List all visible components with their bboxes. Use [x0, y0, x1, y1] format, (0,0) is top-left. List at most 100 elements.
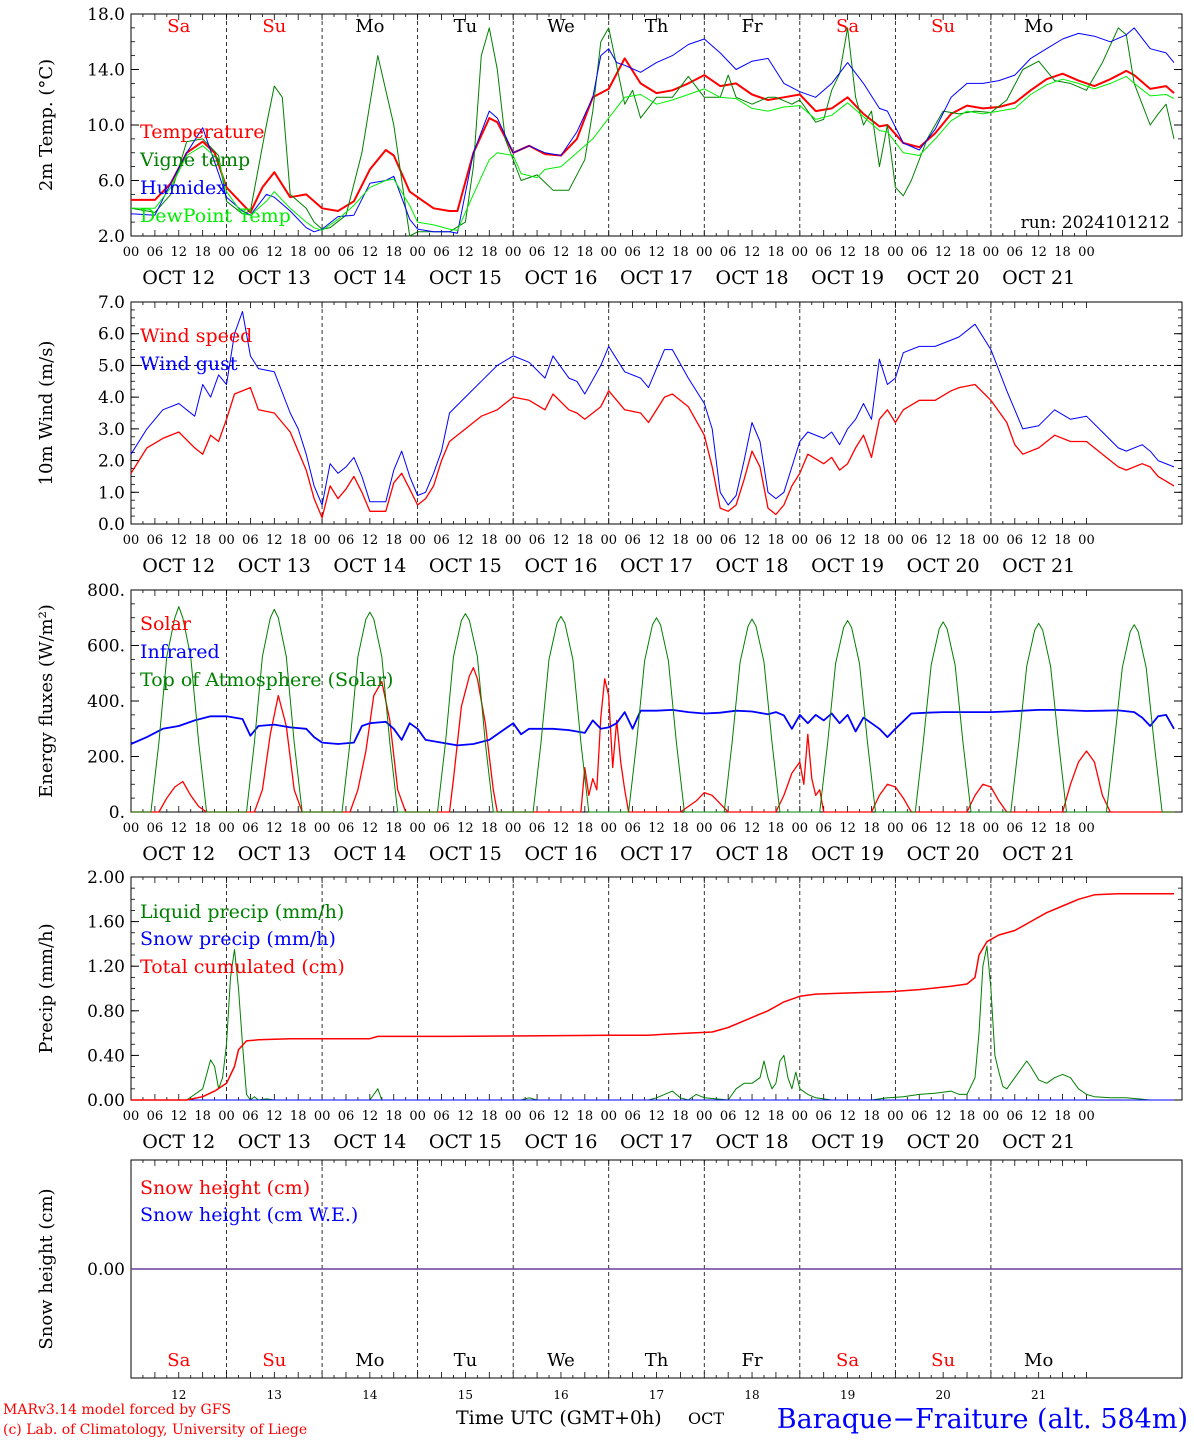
meteogram-panels: 2.0 6.0 10.0 14.0 18.0 2m Temp. (°C) Temperatu… — [36, 5, 1183, 1402]
y-tick-label: 7.0 — [98, 293, 125, 313]
hour-tick-label: 00 — [123, 1109, 140, 1124]
hour-tick-label: 12 — [362, 533, 379, 548]
hour-tick-label: 12 — [1030, 821, 1047, 836]
date-label: OCT 18 — [716, 267, 789, 289]
series-line-wind-speed — [130, 383, 1175, 519]
y-tick-label: 2.0 — [98, 227, 125, 247]
hour-tick-label: 06 — [815, 533, 832, 548]
xaxis-title: Time UTC (GMT+0h) — [456, 1407, 662, 1429]
date-label: OCT 20 — [907, 267, 980, 289]
hour-tick-label: 00 — [123, 245, 140, 260]
station-name: Baraque−Fraiture (alt. 584m) — [777, 1404, 1188, 1435]
hour-tick-label: 00 — [600, 1109, 617, 1124]
legend-entry: Wind gust — [140, 353, 238, 375]
hour-tick-label: 00 — [218, 245, 235, 260]
y-tick-label: 600. — [87, 637, 125, 657]
date-label: OCT 21 — [1002, 267, 1075, 289]
hour-tick-label: 18 — [290, 245, 307, 260]
hour-tick-label: 06 — [1007, 533, 1024, 548]
hour-tick-label: 06 — [529, 821, 546, 836]
hour-tick-label: 12 — [648, 533, 665, 548]
day-number-label: 15 — [458, 1388, 473, 1402]
y-tick-label: 14.0 — [87, 61, 125, 81]
date-label: OCT 13 — [238, 843, 311, 865]
y-axis-title: 10m Wind (m/s) — [36, 341, 57, 486]
series-line-dewpoint-temp — [131, 75, 1175, 231]
date-label: OCT 17 — [620, 555, 693, 577]
hour-tick-label: 06 — [338, 821, 355, 836]
hour-tick-label: 00 — [1078, 533, 1095, 548]
legend-entry: Solar — [140, 613, 192, 635]
date-label: OCT 13 — [238, 555, 311, 577]
panel-4: 0.00 0.40 0.80 1.20 1.60 2.00 Precip (mm/h) Liq… — [36, 868, 1183, 1153]
y-tick-label: 800. — [87, 581, 125, 601]
date-label: OCT 18 — [716, 555, 789, 577]
hour-tick-label: 06 — [147, 1109, 164, 1124]
weekday-label: Sa — [167, 16, 190, 37]
legend-entry: Snow precip (mm/h) — [140, 928, 336, 950]
weekday-label: Tu — [454, 16, 478, 37]
day-number-label: 20 — [935, 1388, 950, 1402]
date-label: OCT 17 — [620, 843, 693, 865]
hour-tick-label: 18 — [194, 533, 211, 548]
hour-tick-label: 18 — [1054, 245, 1071, 260]
legend-entry: Snow height (cm W.E.) — [140, 1204, 358, 1226]
weekday-label: Tu — [454, 1350, 478, 1371]
hour-tick-label: 12 — [744, 1109, 761, 1124]
hour-tick-label: 00 — [505, 245, 522, 260]
hour-tick-label: 12 — [935, 533, 952, 548]
y-axis-title: 2m Temp. (°C) — [36, 59, 57, 191]
date-label: OCT 21 — [1002, 843, 1075, 865]
hour-tick-label: 06 — [1007, 1109, 1024, 1124]
y-tick-label: 0.0 — [98, 515, 125, 535]
hour-tick-label: 06 — [433, 245, 450, 260]
plot-frame — [130, 301, 1183, 525]
series-line-top-of-atmosphere-solar- — [131, 606, 1174, 813]
legend-entry: Temperature — [140, 121, 264, 143]
hour-tick-label: 18 — [290, 533, 307, 548]
hour-tick-label: 12 — [553, 245, 570, 260]
hour-tick-label: 06 — [338, 533, 355, 548]
day-number-label: 18 — [744, 1388, 759, 1402]
date-label: OCT 20 — [907, 843, 980, 865]
date-label: OCT 12 — [142, 555, 215, 577]
plot-frame — [130, 589, 1183, 813]
y-tick-label: 2.0 — [98, 452, 125, 472]
hour-tick-label: 12 — [362, 821, 379, 836]
hour-tick-label: 00 — [887, 533, 904, 548]
hour-tick-label: 18 — [768, 821, 785, 836]
hour-tick-label: 18 — [1054, 533, 1071, 548]
hour-tick-label: 00 — [409, 821, 426, 836]
panel-5: 0.00 Snow height (cm) Snow height (cm) Snow… — [36, 1159, 1183, 1402]
hour-tick-label: 00 — [983, 821, 1000, 836]
weekday-label: Mo — [355, 1350, 384, 1371]
series-line-solar — [131, 667, 1174, 813]
series-line-wind-gust — [130, 311, 1175, 506]
hour-tick-label: 00 — [983, 1109, 1000, 1124]
hour-tick-label: 18 — [385, 1109, 402, 1124]
hour-tick-label: 06 — [720, 245, 737, 260]
hour-tick-label: 12 — [457, 1109, 474, 1124]
series-line-total-cumulated-cm- — [131, 892, 1174, 1101]
hour-tick-label: 18 — [863, 1109, 880, 1124]
hour-tick-label: 00 — [218, 533, 235, 548]
legend-entry: Infrared — [140, 641, 220, 663]
hour-tick-label: 12 — [648, 1109, 665, 1124]
hour-tick-label: 18 — [959, 533, 976, 548]
hour-tick-label: 06 — [815, 1109, 832, 1124]
y-tick-label: 0. — [109, 803, 125, 823]
day-number-label: 12 — [171, 1388, 186, 1402]
footer: MARv3.14 model forced by GFS (c) Lab. of… — [3, 1402, 1188, 1438]
weekday-label: Sa — [167, 1350, 190, 1371]
y-tick-label: 0.80 — [87, 1002, 125, 1022]
hour-tick-label: 00 — [409, 533, 426, 548]
y-tick-label: 4.0 — [98, 388, 125, 408]
plot-frame — [130, 13, 1183, 237]
hour-tick-label: 12 — [839, 1109, 856, 1124]
y-tick-label: 400. — [87, 692, 125, 712]
weekday-label: Fr — [741, 16, 762, 37]
hour-tick-label: 18 — [194, 245, 211, 260]
panel-1: 2.0 6.0 10.0 14.0 18.0 2m Temp. (°C) Temperatu… — [36, 5, 1183, 289]
hour-tick-label: 12 — [1030, 245, 1047, 260]
